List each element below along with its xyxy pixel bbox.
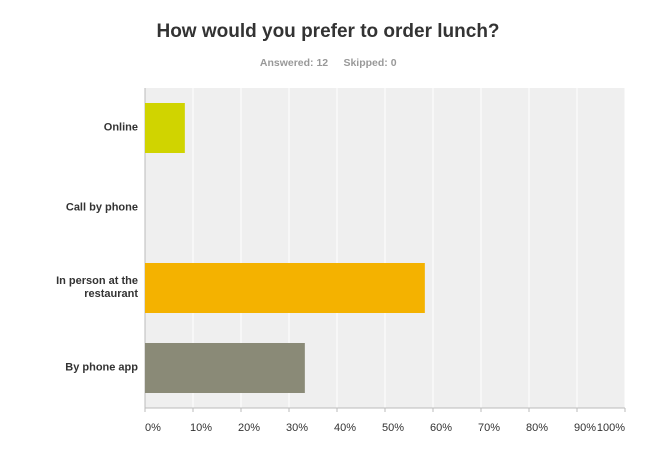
skipped-count: Skipped: 0	[343, 57, 396, 69]
x-tick-label: 80%	[526, 422, 548, 434]
x-tick-label: 60%	[430, 422, 452, 434]
x-tick-label: 10%	[190, 422, 212, 434]
x-tick-label: 50%	[382, 422, 404, 434]
bar	[145, 103, 185, 153]
x-tick-label: 70%	[478, 422, 500, 434]
x-tick-label: 30%	[286, 422, 308, 434]
category-label: Online	[103, 121, 138, 134]
x-tick-label: 90%	[574, 422, 596, 434]
category-label: Call by phone	[65, 201, 138, 214]
x-tick-label: 40%	[334, 422, 356, 434]
category-label: By phone app	[65, 361, 138, 374]
bar	[145, 343, 305, 393]
category-label: In person at the restaurant	[56, 275, 138, 300]
chart-title: How would you prefer to order lunch?	[156, 21, 499, 42]
x-tick-label: 100%	[597, 422, 625, 434]
bar	[145, 263, 425, 313]
answered-count: Answered: 12	[260, 57, 328, 69]
x-tick-label: 20%	[238, 422, 260, 434]
x-tick-label: 0%	[145, 422, 161, 434]
